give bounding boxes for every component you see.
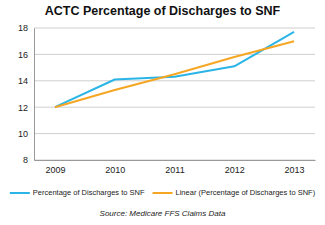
chart: ACTC Percentage of Discharges to SNF 8 10 1… <box>0 0 325 225</box>
x-tick: 2009 <box>45 160 65 175</box>
x-tick: 2010 <box>105 160 125 175</box>
grid-line <box>34 133 315 134</box>
legend: Percentage of Discharges to SNF Linear (P… <box>10 188 316 197</box>
y-tick-label: 10 <box>18 129 28 139</box>
grid-line <box>34 107 315 108</box>
legend-swatch <box>10 192 30 194</box>
x-tick: 2013 <box>285 160 305 175</box>
grid-line <box>34 54 315 55</box>
y-tick: 8 <box>23 155 34 165</box>
y-tick: 18 <box>18 23 34 33</box>
y-tick-label: 14 <box>18 76 28 86</box>
x-axis-line <box>35 160 316 161</box>
grid <box>34 28 315 160</box>
series-line <box>55 41 294 107</box>
grid-line <box>34 28 315 29</box>
plot-area <box>55 32 294 107</box>
x-tick-label: 2010 <box>105 165 125 175</box>
x-tick: 2012 <box>225 160 245 175</box>
x-tick-label: 2011 <box>165 165 184 175</box>
legend-swatch <box>153 192 173 194</box>
x-tick-label: 2012 <box>225 165 245 175</box>
legend-item: Linear (Percentage of Discharges to SNF) <box>153 188 316 197</box>
y-tick-label: 8 <box>23 155 28 165</box>
legend-label: Linear (Percentage of Discharges to SNF) <box>176 188 316 197</box>
y-tick-label: 12 <box>18 103 28 113</box>
y-axis-line <box>34 29 35 161</box>
y-tick: 14 <box>18 76 34 86</box>
y-tick-label: 16 <box>18 50 28 60</box>
y-tick: 16 <box>18 50 34 60</box>
x-axis: 2009 2010 2011 2012 2013 <box>35 160 316 175</box>
legend-item: Percentage of Discharges to SNF <box>10 188 145 197</box>
x-tick-label: 2009 <box>45 165 65 175</box>
y-tick: 10 <box>18 129 34 139</box>
grid-line <box>34 80 315 81</box>
series-line <box>55 32 294 107</box>
source: Source: Medicare FFS Claims Data <box>100 209 226 218</box>
title: ACTC Percentage of Discharges to SNF <box>45 4 281 18</box>
y-tick-label: 18 <box>18 23 28 33</box>
x-tick-label: 2013 <box>285 165 305 175</box>
y-tick: 12 <box>18 103 34 113</box>
x-tick: 2011 <box>165 160 184 175</box>
grid-line <box>34 160 315 161</box>
legend-label: Percentage of Discharges to SNF <box>33 188 145 197</box>
y-axis: 8 10 12 14 16 18 <box>18 23 35 165</box>
